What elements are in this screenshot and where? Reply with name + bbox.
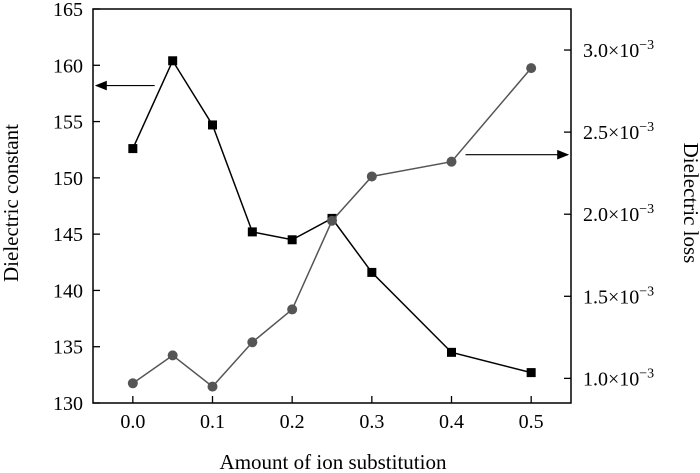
x-tick-label: 0.4 (439, 411, 464, 433)
left-y-tick-label: 160 (53, 55, 83, 77)
x-tick-label: 0.3 (359, 411, 384, 433)
data-point-square (447, 347, 456, 357)
data-point-circle (446, 156, 457, 167)
data-point-square (128, 144, 138, 154)
data-point-square (208, 120, 217, 130)
left-y-tick-label: 155 (53, 112, 83, 134)
left-y-tick-label: 145 (53, 224, 83, 246)
right-y-tick-label: 2.0×10−3 (583, 202, 654, 226)
data-point-circle (127, 378, 138, 389)
x-tick-label: 0.2 (280, 411, 305, 433)
left-y-axis-title: Dielectric constant (0, 124, 23, 282)
x-tick-label: 0.0 (120, 411, 145, 433)
left-y-tick-label: 135 (53, 337, 83, 359)
left-y-tick-label: 165 (53, 0, 83, 21)
right-y-tick-label: 1.5×10−3 (583, 284, 654, 308)
data-point-square (367, 267, 377, 277)
x-tick-label: 0.1 (200, 411, 225, 433)
data-point-circle (327, 215, 337, 226)
data-point-circle (526, 63, 537, 74)
right-y-tick-label: 1.0×10−3 (583, 366, 654, 390)
series-line-2 (132, 67, 532, 388)
left-y-tick-label: 150 (53, 168, 83, 190)
data-point-circle (167, 350, 178, 361)
data-point-circle (366, 171, 377, 182)
plot-frame (92, 8, 572, 404)
data-point-circle (247, 337, 258, 348)
left-y-tick-label: 140 (53, 280, 83, 302)
right-y-tick-label: 3.0×10−3 (583, 38, 654, 62)
right-y-axis-title: Dielectric loss (679, 143, 700, 264)
data-point-circle (207, 381, 218, 392)
data-point-square (247, 227, 257, 237)
left-y-tick-label: 130 (53, 393, 83, 415)
x-tick-label: 0.5 (519, 411, 544, 433)
data-point-square (168, 56, 178, 66)
data-point-circle (287, 304, 298, 315)
data-point-square (287, 235, 297, 245)
right-y-tick-label: 2.5×10−3 (583, 120, 654, 144)
x-axis-title: Amount of ion substitution (220, 450, 447, 473)
data-point-square (526, 368, 536, 378)
